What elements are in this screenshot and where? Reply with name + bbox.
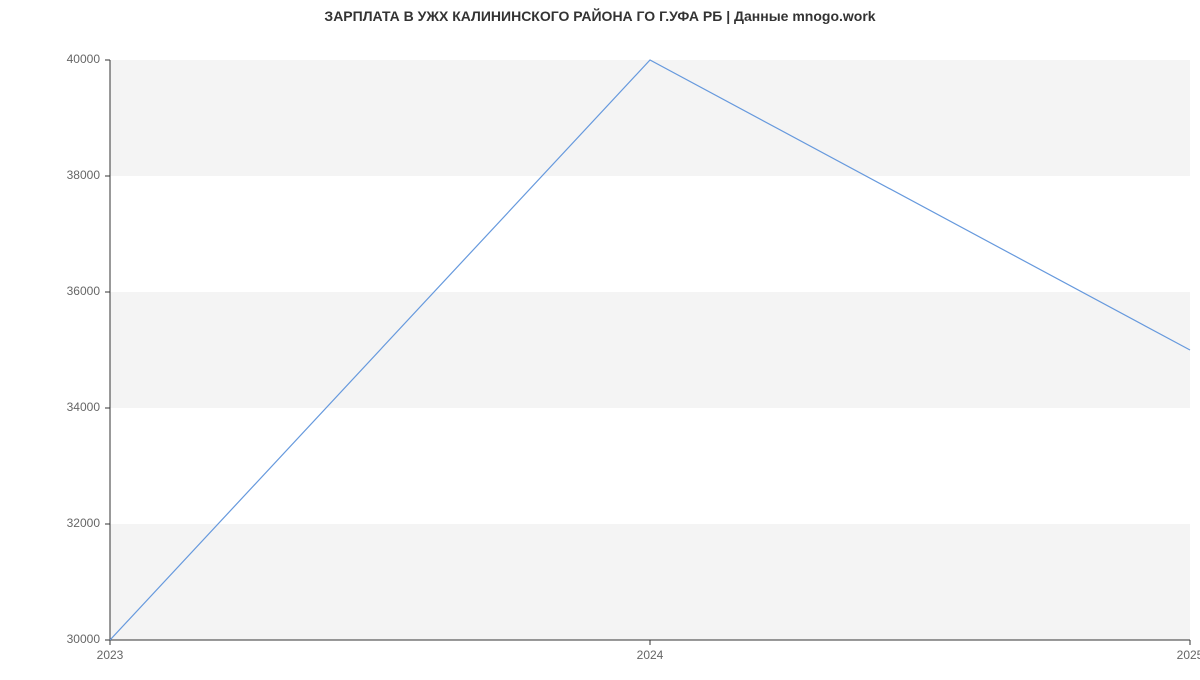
chart-area: 30000 32000 34000 36000 38000 40000 2023 2024 20… — [0, 30, 1200, 680]
y-tick-label: 34000 — [67, 400, 100, 414]
axis-labels: 30000 32000 34000 36000 38000 40000 2023 2024 20… — [0, 30, 1200, 680]
y-tick-label: 32000 — [67, 516, 100, 530]
y-tick-label: 40000 — [67, 52, 100, 66]
y-tick-label: 38000 — [67, 168, 100, 182]
y-tick-label: 36000 — [67, 284, 100, 298]
x-tick-label: 2023 — [90, 648, 130, 662]
chart-title: ЗАРПЛАТА В УЖХ КАЛИНИНСКОГО РАЙОНА ГО Г.… — [0, 0, 1200, 30]
x-tick-label: 2024 — [630, 648, 670, 662]
y-tick-label: 30000 — [67, 632, 100, 646]
x-tick-label: 2025 — [1170, 648, 1200, 662]
